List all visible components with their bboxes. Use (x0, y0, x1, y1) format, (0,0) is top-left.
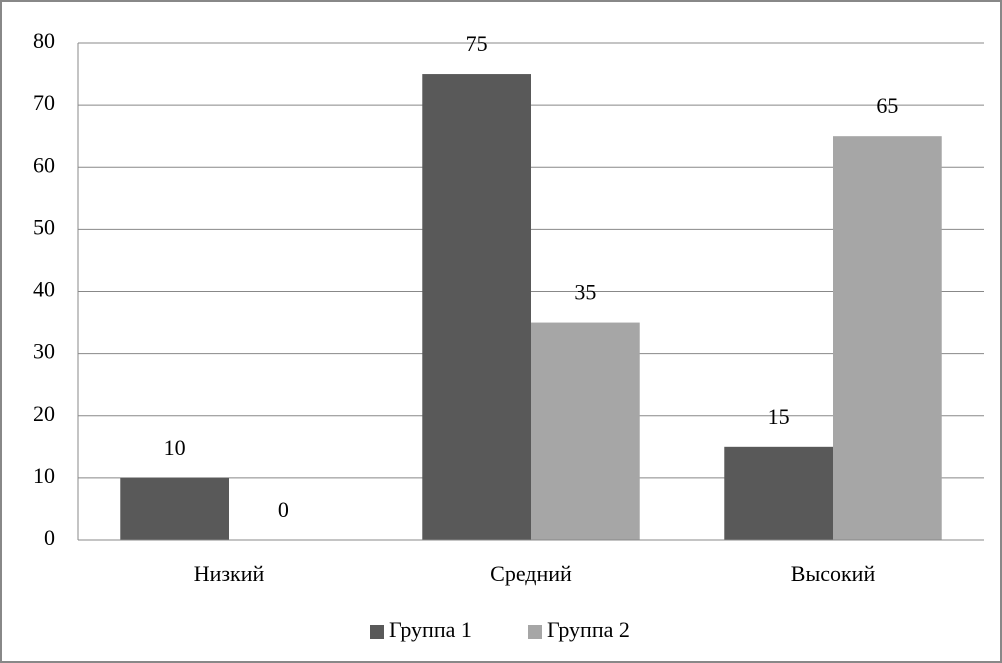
bar (531, 322, 640, 540)
bar (120, 477, 229, 540)
bar (422, 74, 531, 540)
data-label: 65 (876, 93, 898, 118)
y-tick-label: 80 (33, 28, 55, 53)
bar (833, 136, 942, 540)
x-tick-label: Высокий (791, 561, 876, 586)
legend-swatch (528, 625, 542, 639)
y-tick-label: 10 (33, 463, 55, 488)
y-tick-label: 30 (33, 339, 55, 364)
data-label: 10 (164, 435, 186, 460)
y-tick-label: 70 (33, 90, 55, 115)
data-label: 15 (768, 404, 790, 429)
data-label: 0 (278, 497, 289, 522)
legend-label: Группа 2 (547, 617, 630, 642)
y-tick-label: 0 (44, 525, 55, 550)
y-tick-label: 60 (33, 152, 55, 177)
legend-label: Группа 1 (389, 617, 472, 642)
bar (724, 446, 833, 540)
data-label: 75 (466, 31, 488, 56)
y-tick-label: 40 (33, 277, 55, 302)
y-tick-label: 20 (33, 401, 55, 426)
legend-swatch (370, 625, 384, 639)
data-label: 35 (574, 280, 596, 305)
x-tick-label: Средний (490, 561, 572, 586)
x-tick-label: Низкий (194, 561, 265, 586)
y-tick-label: 50 (33, 214, 55, 239)
